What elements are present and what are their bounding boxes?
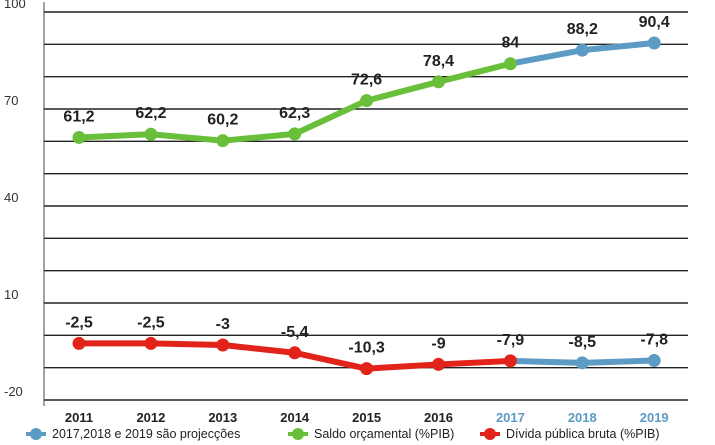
data-point <box>216 134 230 148</box>
data-label: 62,2 <box>135 105 166 122</box>
axes: 100 70 40 10 -20 2011 2012 2013 2014 2015 2016 2017… <box>4 0 669 425</box>
data-label: 61,2 <box>63 108 94 125</box>
data-label: -2,5 <box>65 314 93 331</box>
legend-swatch-dot <box>292 428 304 440</box>
data-point <box>432 75 445 89</box>
data-point <box>72 130 86 144</box>
x-tick-label: 2011 <box>65 410 93 425</box>
data-label: 78,4 <box>423 53 454 70</box>
data-point <box>575 356 589 370</box>
grid <box>44 11 688 401</box>
data-point <box>647 36 661 50</box>
y-tick-label: 100 <box>4 0 26 11</box>
data-label: -5,4 <box>281 324 309 341</box>
legend-label: Saldo orçamental (%PIB) <box>314 427 454 441</box>
x-tick-label: 2016 <box>424 410 453 425</box>
data-label: 72,6 <box>351 72 382 89</box>
x-tick-label: 2017 <box>496 410 525 425</box>
legend: 2017,2018 e 2019 são projecções Saldo orç… <box>26 427 660 441</box>
data-label: 62,3 <box>279 105 310 122</box>
x-tick-label: 2014 <box>280 410 310 425</box>
data-label: 90,4 <box>639 14 670 31</box>
data-label: -8,5 <box>569 334 597 351</box>
data-point <box>575 43 589 57</box>
data-point <box>503 354 517 368</box>
data-point <box>144 127 158 141</box>
legend-swatch-dot <box>30 428 42 440</box>
legend-swatch-dot <box>484 428 496 440</box>
y-tick-label: 40 <box>4 190 18 205</box>
data-point <box>288 346 302 360</box>
data-label: -3 <box>216 316 230 333</box>
y-tick-label: -20 <box>4 384 23 399</box>
y-tick-label: 70 <box>4 93 18 108</box>
legend-label: Dívida pública bruta (%PIB) <box>506 427 660 441</box>
data-label: 84 <box>502 35 520 52</box>
data-point <box>647 354 661 368</box>
data-label: -9 <box>431 335 445 352</box>
data-point <box>503 57 517 71</box>
data-point <box>360 94 374 108</box>
data-labels: 61,2 62,2 60,2 62,3 72,6 78,4 84 88,2 90,4 -2,5 -2… <box>63 14 669 357</box>
data-point <box>144 336 158 350</box>
data-label: -2,5 <box>137 314 165 331</box>
data-label: -7,8 <box>640 332 668 349</box>
data-point <box>360 362 374 376</box>
data-point <box>432 357 445 371</box>
y-tick-label: 10 <box>4 287 18 302</box>
data-point <box>288 127 302 141</box>
data-label: 88,2 <box>567 21 598 38</box>
x-tick-label: 2013 <box>208 410 237 425</box>
data-point <box>216 338 230 352</box>
data-label: -7,9 <box>497 332 525 349</box>
series-lines <box>72 36 661 376</box>
x-tick-label: 2012 <box>136 410 165 425</box>
data-point <box>72 336 86 350</box>
x-tick-label: 2015 <box>352 410 381 425</box>
x-tick-label: 2019 <box>640 410 669 425</box>
x-tick-label: 2018 <box>568 410 597 425</box>
legend-label: 2017,2018 e 2019 são projecções <box>52 427 240 441</box>
data-label: 60,2 <box>207 112 238 129</box>
data-label: -10,3 <box>348 340 385 357</box>
